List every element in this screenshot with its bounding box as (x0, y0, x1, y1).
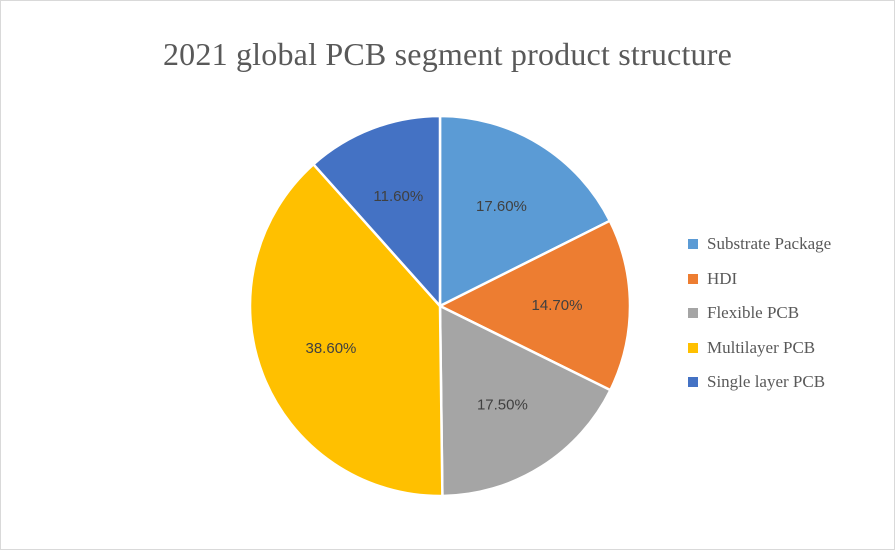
legend-item-hdi: HDI (688, 262, 831, 297)
chart-legend: Substrate Package HDI Flexible PCB Multilay… (688, 227, 831, 400)
legend-swatch (688, 308, 698, 319)
pie-data-labels: 17.60% 14.70% 17.50% 38.60% 11.60% (306, 188, 583, 413)
legend-label: HDI (707, 268, 738, 288)
legend-item-single-layer-pcb: Single layer PCB (688, 365, 831, 400)
legend-item-flexible-pcb: Flexible PCB (688, 296, 831, 331)
data-label-substrate-package: 17.60% (476, 198, 527, 215)
pie-slice-single-layer-pcb (312, 114, 442, 308)
data-label-single-layer-pcb: 11.60% (373, 188, 423, 205)
data-label-multilayer-pcb: 38.60% (306, 340, 357, 357)
legend-swatch (688, 377, 698, 388)
legend-label: Single layer PCB (707, 372, 826, 392)
legend-item-substrate-package: Substrate Package (688, 227, 831, 262)
data-label-hdi: 14.70% (532, 297, 583, 314)
legend-swatch (688, 273, 698, 284)
pie-slice-multilayer-pcb (248, 163, 444, 498)
legend-label: Substrate Package (707, 234, 832, 254)
legend-label: Multilayer PCB (707, 337, 816, 357)
pie-slice-flexible-pcb (438, 304, 612, 498)
data-label-flexible-pcb: 17.50% (477, 396, 528, 413)
pie-slices (248, 114, 632, 498)
pie-slice-substrate-package (438, 114, 612, 308)
chart-title: 2021 global PCB segment product structur… (162, 36, 732, 72)
pie-slice-hdi (438, 219, 632, 392)
legend-label: Flexible PCB (707, 303, 800, 323)
legend-swatch (688, 342, 698, 353)
legend-item-multilayer-pcb: Multilayer PCB (688, 331, 831, 366)
legend-swatch (688, 239, 698, 250)
